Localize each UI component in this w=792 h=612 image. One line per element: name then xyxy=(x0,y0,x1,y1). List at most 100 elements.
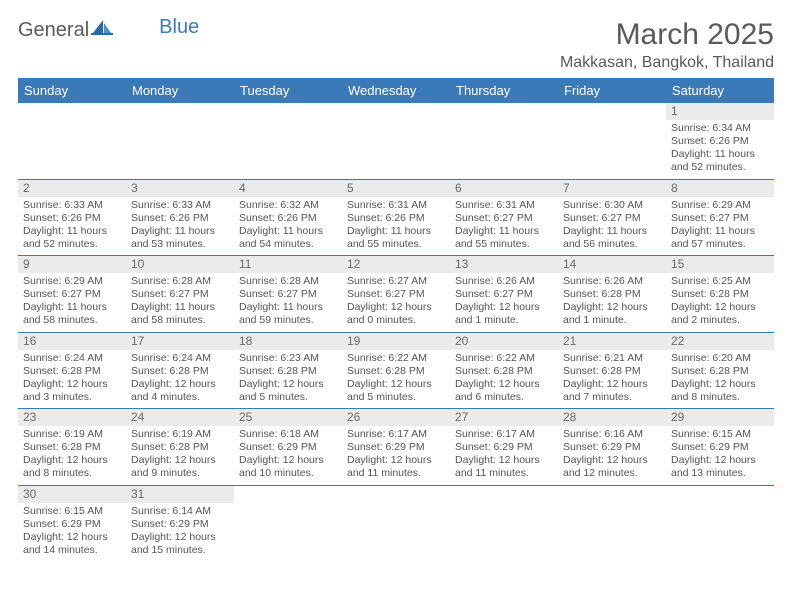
sunset-text: Sunset: 6:26 PM xyxy=(23,212,121,225)
day-cell: 6Sunrise: 6:31 AMSunset: 6:27 PMDaylight… xyxy=(450,179,558,256)
day-cell: 26Sunrise: 6:17 AMSunset: 6:29 PMDayligh… xyxy=(342,409,450,486)
day-cell: 13Sunrise: 6:26 AMSunset: 6:27 PMDayligh… xyxy=(450,256,558,333)
sunrise-text: Sunrise: 6:24 AM xyxy=(23,352,121,365)
sunset-text: Sunset: 6:26 PM xyxy=(131,212,229,225)
day-cell: 28Sunrise: 6:16 AMSunset: 6:29 PMDayligh… xyxy=(558,409,666,486)
header: General Blue March 2025 Makkasan, Bangko… xyxy=(18,18,774,72)
sunset-text: Sunset: 6:28 PM xyxy=(455,365,553,378)
sunrise-text: Sunrise: 6:17 AM xyxy=(455,428,553,441)
sunset-text: Sunset: 6:27 PM xyxy=(563,212,661,225)
empty-cell xyxy=(18,103,126,179)
day-cell: 15Sunrise: 6:25 AMSunset: 6:28 PMDayligh… xyxy=(666,256,774,333)
daylight-text: Daylight: 12 hours and 5 minutes. xyxy=(347,378,445,404)
sunrise-text: Sunrise: 6:18 AM xyxy=(239,428,337,441)
daylight-text: Daylight: 12 hours and 13 minutes. xyxy=(671,454,769,480)
daylight-text: Daylight: 12 hours and 0 minutes. xyxy=(347,301,445,327)
daylight-text: Daylight: 12 hours and 10 minutes. xyxy=(239,454,337,480)
day-number: 17 xyxy=(126,333,234,350)
logo: General Blue xyxy=(18,18,199,42)
sunrise-text: Sunrise: 6:19 AM xyxy=(23,428,121,441)
day-number: 5 xyxy=(342,180,450,197)
sunset-text: Sunset: 6:29 PM xyxy=(347,441,445,454)
sunrise-text: Sunrise: 6:34 AM xyxy=(671,122,769,135)
sunrise-text: Sunrise: 6:25 AM xyxy=(671,275,769,288)
logo-text-2: Blue xyxy=(159,16,199,39)
daylight-text: Daylight: 11 hours and 52 minutes. xyxy=(23,225,121,251)
sunset-text: Sunset: 6:28 PM xyxy=(671,288,769,301)
day-cell: 2Sunrise: 6:33 AMSunset: 6:26 PMDaylight… xyxy=(18,179,126,256)
daylight-text: Daylight: 11 hours and 53 minutes. xyxy=(131,225,229,251)
sunset-text: Sunset: 6:29 PM xyxy=(563,441,661,454)
day-cell: 1Sunrise: 6:34 AMSunset: 6:26 PMDaylight… xyxy=(666,103,774,179)
title-block: March 2025 Makkasan, Bangkok, Thailand xyxy=(560,18,774,72)
day-cell: 27Sunrise: 6:17 AMSunset: 6:29 PMDayligh… xyxy=(450,409,558,486)
sunrise-text: Sunrise: 6:32 AM xyxy=(239,199,337,212)
day-cell: 12Sunrise: 6:27 AMSunset: 6:27 PMDayligh… xyxy=(342,256,450,333)
day-number: 16 xyxy=(18,333,126,350)
sunrise-text: Sunrise: 6:28 AM xyxy=(239,275,337,288)
day-number: 8 xyxy=(666,180,774,197)
sunrise-text: Sunrise: 6:31 AM xyxy=(347,199,445,212)
day-number: 2 xyxy=(18,180,126,197)
sunset-text: Sunset: 6:28 PM xyxy=(671,365,769,378)
sunrise-text: Sunrise: 6:29 AM xyxy=(671,199,769,212)
day-number: 28 xyxy=(558,409,666,426)
daylight-text: Daylight: 11 hours and 57 minutes. xyxy=(671,225,769,251)
day-number: 13 xyxy=(450,256,558,273)
day-number: 4 xyxy=(234,180,342,197)
empty-cell xyxy=(450,103,558,179)
sunrise-text: Sunrise: 6:33 AM xyxy=(131,199,229,212)
sunrise-text: Sunrise: 6:30 AM xyxy=(563,199,661,212)
sunset-text: Sunset: 6:28 PM xyxy=(563,365,661,378)
empty-cell xyxy=(450,485,558,561)
daylight-text: Daylight: 11 hours and 55 minutes. xyxy=(347,225,445,251)
daylight-text: Daylight: 12 hours and 4 minutes. xyxy=(131,378,229,404)
sunset-text: Sunset: 6:27 PM xyxy=(23,288,121,301)
day-cell: 11Sunrise: 6:28 AMSunset: 6:27 PMDayligh… xyxy=(234,256,342,333)
day-cell: 29Sunrise: 6:15 AMSunset: 6:29 PMDayligh… xyxy=(666,409,774,486)
daylight-text: Daylight: 11 hours and 59 minutes. xyxy=(239,301,337,327)
month-title: March 2025 xyxy=(560,18,774,52)
sail-icon xyxy=(91,18,113,42)
sunset-text: Sunset: 6:29 PM xyxy=(671,441,769,454)
day-number: 12 xyxy=(342,256,450,273)
sunrise-text: Sunrise: 6:16 AM xyxy=(563,428,661,441)
sunrise-text: Sunrise: 6:23 AM xyxy=(239,352,337,365)
day-number: 14 xyxy=(558,256,666,273)
calendar-row: 30Sunrise: 6:15 AMSunset: 6:29 PMDayligh… xyxy=(18,485,774,561)
daylight-text: Daylight: 12 hours and 5 minutes. xyxy=(239,378,337,404)
weekday-header: Wednesday xyxy=(342,78,450,103)
sunrise-text: Sunrise: 6:26 AM xyxy=(455,275,553,288)
day-number: 22 xyxy=(666,333,774,350)
day-cell: 8Sunrise: 6:29 AMSunset: 6:27 PMDaylight… xyxy=(666,179,774,256)
daylight-text: Daylight: 12 hours and 2 minutes. xyxy=(671,301,769,327)
sunset-text: Sunset: 6:28 PM xyxy=(239,365,337,378)
sunset-text: Sunset: 6:27 PM xyxy=(455,212,553,225)
sunrise-text: Sunrise: 6:14 AM xyxy=(131,505,229,518)
logo-text-1: General xyxy=(18,19,89,42)
day-number: 9 xyxy=(18,256,126,273)
day-cell: 10Sunrise: 6:28 AMSunset: 6:27 PMDayligh… xyxy=(126,256,234,333)
sunrise-text: Sunrise: 6:31 AM xyxy=(455,199,553,212)
day-cell: 5Sunrise: 6:31 AMSunset: 6:26 PMDaylight… xyxy=(342,179,450,256)
weekday-header: Saturday xyxy=(666,78,774,103)
empty-cell xyxy=(234,103,342,179)
sunrise-text: Sunrise: 6:24 AM xyxy=(131,352,229,365)
day-cell: 17Sunrise: 6:24 AMSunset: 6:28 PMDayligh… xyxy=(126,332,234,409)
day-number: 7 xyxy=(558,180,666,197)
day-cell: 18Sunrise: 6:23 AMSunset: 6:28 PMDayligh… xyxy=(234,332,342,409)
day-number: 23 xyxy=(18,409,126,426)
calendar-body: 1Sunrise: 6:34 AMSunset: 6:26 PMDaylight… xyxy=(18,103,774,561)
day-number: 20 xyxy=(450,333,558,350)
location: Makkasan, Bangkok, Thailand xyxy=(560,54,774,72)
sunrise-text: Sunrise: 6:20 AM xyxy=(671,352,769,365)
sunrise-text: Sunrise: 6:15 AM xyxy=(671,428,769,441)
day-cell: 14Sunrise: 6:26 AMSunset: 6:28 PMDayligh… xyxy=(558,256,666,333)
daylight-text: Daylight: 11 hours and 58 minutes. xyxy=(131,301,229,327)
sunset-text: Sunset: 6:29 PM xyxy=(131,518,229,531)
day-cell: 20Sunrise: 6:22 AMSunset: 6:28 PMDayligh… xyxy=(450,332,558,409)
sunset-text: Sunset: 6:26 PM xyxy=(671,135,769,148)
day-number: 11 xyxy=(234,256,342,273)
calendar-table: SundayMondayTuesdayWednesdayThursdayFrid… xyxy=(18,78,774,561)
sunrise-text: Sunrise: 6:29 AM xyxy=(23,275,121,288)
